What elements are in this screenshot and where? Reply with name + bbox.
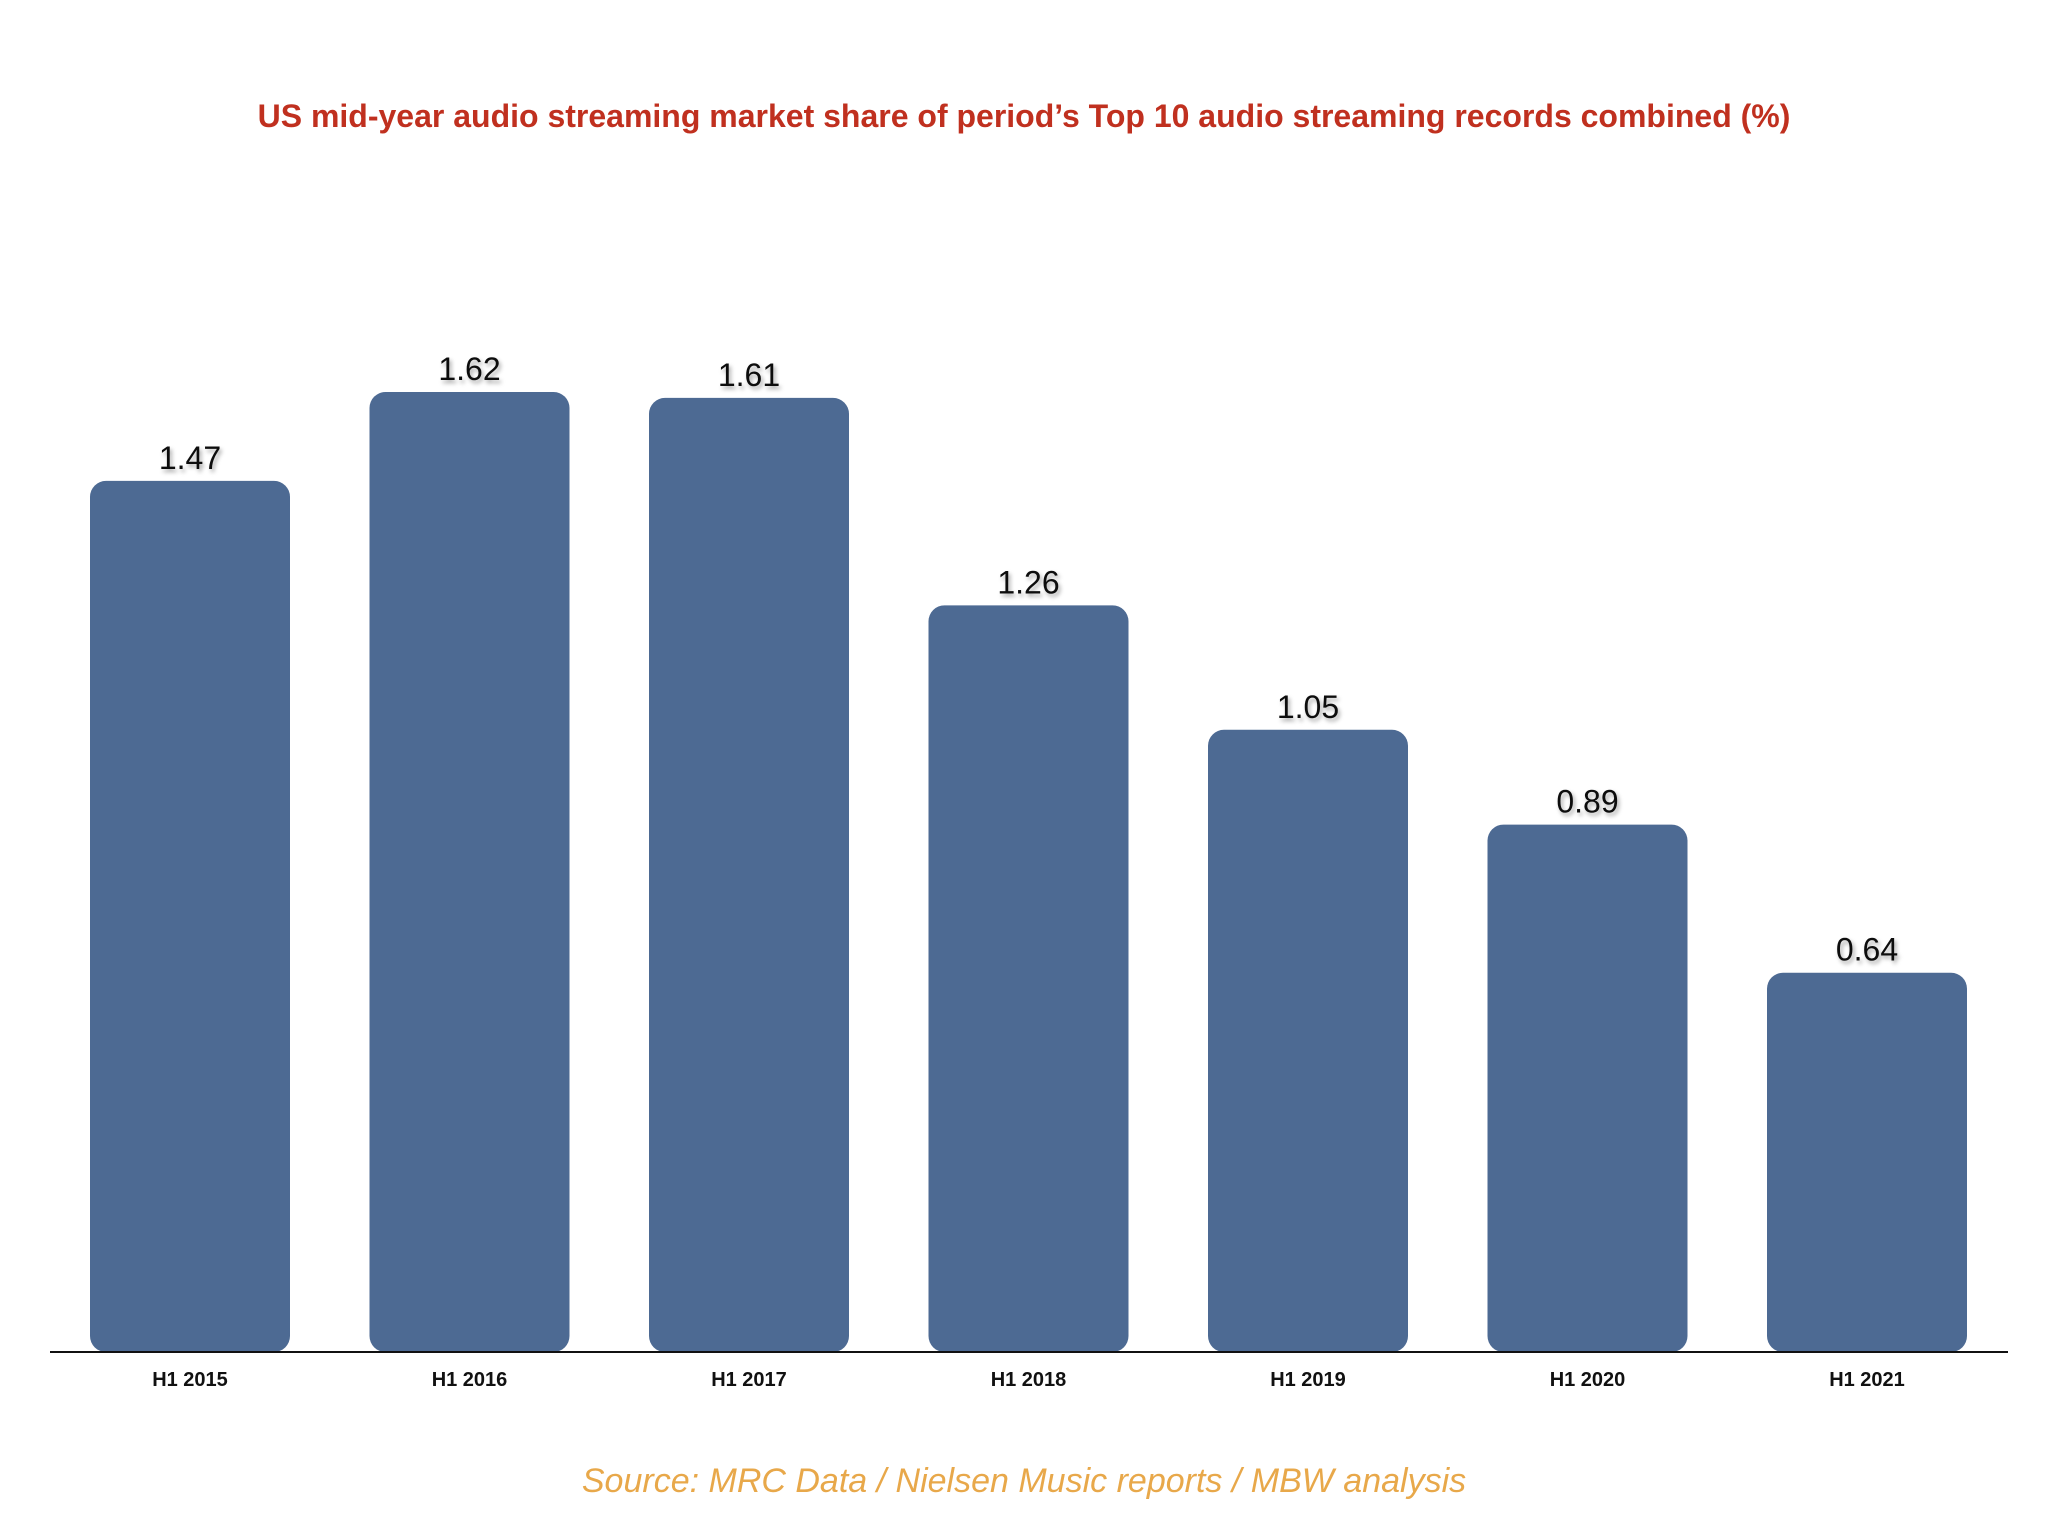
bar-h1-2015: [90, 480, 290, 1352]
bars-layer: [90, 392, 1967, 1353]
data-label: 0.89: [1556, 784, 1618, 820]
bar-h1-2016: [369, 392, 570, 1352]
bar-h1-2018: [928, 605, 1129, 1352]
x-tick-label: H1 2019: [1270, 1369, 1346, 1391]
x-tick-label: H1 2021: [1829, 1369, 1905, 1391]
bar-h1-2019: [1208, 729, 1408, 1352]
x-tick-label: H1 2018: [991, 1369, 1067, 1391]
source-note: Source: MRC Data / Nielsen Music reports…: [581, 1462, 1467, 1500]
x-tick-label: H1 2017: [711, 1369, 787, 1391]
bar-h1-2021: [1767, 972, 1967, 1352]
data-label: 1.62: [438, 351, 500, 387]
bar-h1-2020: [1487, 824, 1688, 1352]
chart-title: US mid-year audio streaming market share…: [257, 98, 1791, 134]
x-tick-labels-layer: H1 2015 H1 2016 H1 2017 H1 2018 H1 2019 H1 20…: [152, 1369, 1905, 1391]
x-tick-label: H1 2020: [1550, 1369, 1626, 1391]
x-tick-label: H1 2016: [432, 1369, 508, 1391]
data-label: 1.26: [997, 564, 1059, 600]
data-label: 1.61: [718, 357, 780, 393]
bar-h1-2017: [649, 397, 849, 1353]
data-labels-layer: 1.47 1.62 1.61 1.26 1.05 0.89 0.64: [159, 351, 1898, 968]
data-label: 0.64: [1836, 932, 1898, 968]
x-tick-label: H1 2015: [152, 1369, 228, 1391]
data-label: 1.05: [1277, 689, 1339, 725]
data-label: 1.47: [159, 440, 221, 476]
